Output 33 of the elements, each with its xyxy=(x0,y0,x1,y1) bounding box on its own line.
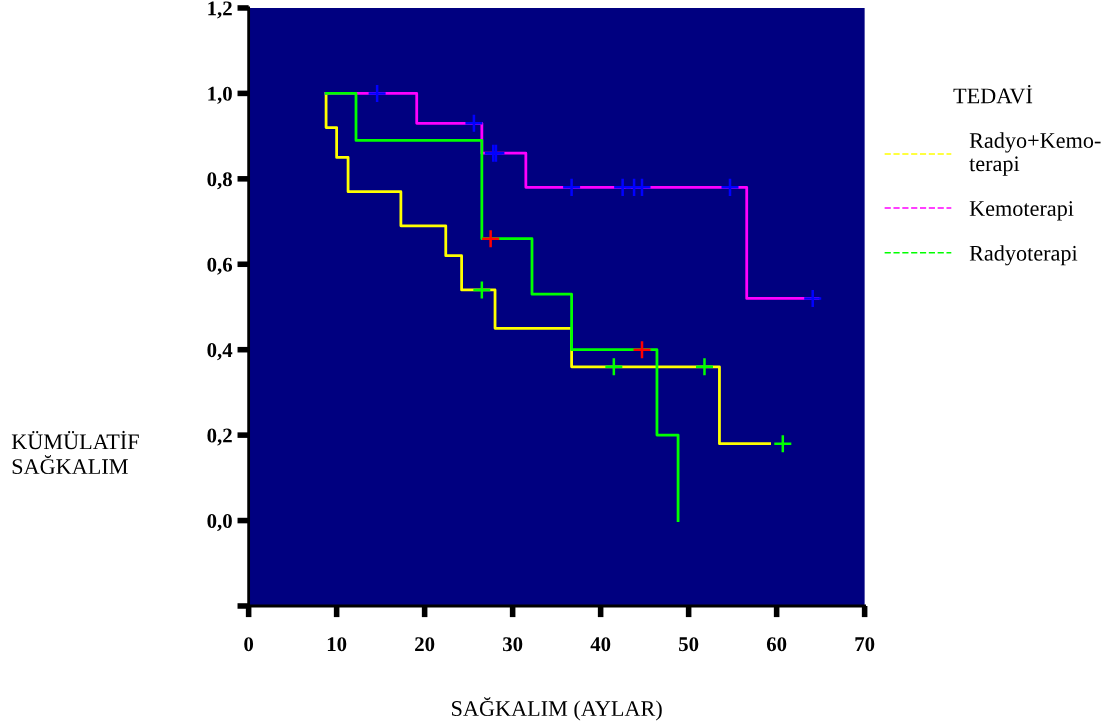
point xyxy=(367,83,387,104)
point xyxy=(480,228,501,249)
x-tick-label: 30 xyxy=(503,637,523,652)
point xyxy=(802,288,823,309)
y-axis-title: KÜMÜLATİF SAĞKALIM xyxy=(11,430,139,475)
point xyxy=(632,339,652,360)
y-tick-label: 0,0 xyxy=(207,513,232,532)
point xyxy=(561,177,582,198)
point xyxy=(472,280,492,300)
x-tick-label: 40 xyxy=(590,637,611,652)
x-axis-title: SAĞKALIM (AYLAR) xyxy=(452,697,662,721)
legend-title: TEDAVİ xyxy=(953,84,1033,104)
point xyxy=(694,357,715,377)
y-tick-label: 0,2 xyxy=(207,428,232,446)
y-tick-label: 0,8 xyxy=(207,172,232,190)
x-tick-label: 10 xyxy=(327,637,347,652)
x-tick-label: 60 xyxy=(766,637,787,652)
x-tick-label: 70 xyxy=(855,637,875,652)
point xyxy=(604,357,624,377)
legend-label: Kemoterapi xyxy=(969,201,1074,221)
x-tick-label: 20 xyxy=(415,637,435,652)
legend-label: Radyoterapi xyxy=(969,245,1078,266)
point xyxy=(773,433,793,454)
y-tick-label: 1,0 xyxy=(208,86,232,104)
x-tick-label: 50 xyxy=(679,637,699,652)
point xyxy=(720,177,740,198)
y-tick-label: 0,4 xyxy=(207,343,233,361)
point xyxy=(464,113,484,134)
x-tick-label: 0 xyxy=(244,637,254,652)
legend-label: Radyo+Kemo- terapi xyxy=(969,132,1101,176)
y-tick-label: 0,6 xyxy=(207,257,233,275)
point xyxy=(632,177,652,198)
y-tick-label: 1,2 xyxy=(208,1,232,19)
